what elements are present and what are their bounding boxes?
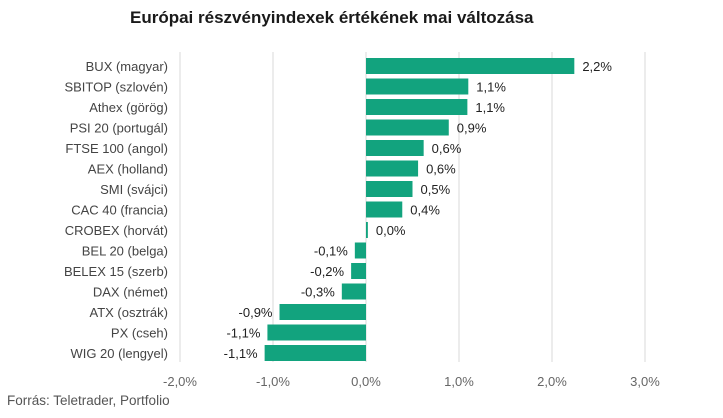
bar — [366, 99, 468, 115]
bar — [267, 324, 366, 341]
x-tick-label: -1,0% — [256, 374, 290, 389]
category-label: CAC 40 (francia) — [71, 203, 168, 218]
category-label: SMI (svájci) — [100, 182, 168, 197]
bar — [366, 140, 424, 156]
value-label: -1,1% — [226, 326, 260, 341]
x-tick-label: -2,0% — [163, 374, 197, 389]
category-label: BELEX 15 (szerb) — [64, 264, 168, 279]
value-label: -0,2% — [310, 264, 344, 279]
value-label: 0,9% — [457, 121, 487, 136]
category-label: DAX (német) — [93, 285, 168, 300]
bar — [279, 304, 366, 320]
bar — [366, 201, 403, 218]
category-label: SBITOP (szlovén) — [64, 80, 168, 95]
bar — [366, 119, 449, 136]
value-label: -0,3% — [301, 285, 335, 300]
value-label: 0,5% — [421, 182, 451, 197]
value-label: 0,6% — [426, 162, 456, 177]
bar — [366, 78, 469, 95]
chart-title: Európai részvényindexek értékének mai vá… — [130, 8, 534, 27]
value-label: 1,1% — [475, 100, 505, 115]
x-tick-label: 3,0% — [630, 374, 660, 389]
bar — [354, 242, 366, 259]
bar — [351, 263, 366, 279]
value-label: -1,1% — [224, 346, 258, 361]
source-note: Forrás: Teletrader, Portfolio — [7, 393, 170, 408]
value-label: 1,1% — [476, 80, 506, 95]
category-label: CROBEX (horvát) — [65, 223, 168, 238]
bars — [264, 58, 575, 361]
category-label: BEL 20 (belga) — [82, 244, 168, 259]
category-label: PX (cseh) — [111, 326, 168, 341]
bar — [366, 181, 413, 197]
bar — [366, 222, 368, 238]
category-label: WIG 20 (lengyel) — [70, 346, 168, 361]
value-label: -0,1% — [314, 244, 348, 259]
category-label: FTSE 100 (angol) — [65, 141, 168, 156]
x-tick-label: 2,0% — [537, 374, 567, 389]
value-label: 2,2% — [582, 59, 612, 74]
value-label: 0,6% — [432, 141, 462, 156]
value-label: -0,9% — [239, 305, 273, 320]
labels: -2,0% -1,0% 0,0% 1,0% 2,0% 3,0% BUX (magyar) 2,… — [64, 59, 660, 389]
value-label: 0,0% — [376, 223, 406, 238]
value-label: 0,4% — [410, 203, 440, 218]
bar — [366, 160, 419, 177]
category-label: PSI 20 (portugál) — [70, 121, 168, 136]
x-tick-label: 0,0% — [351, 374, 381, 389]
bar — [341, 283, 366, 300]
bar — [366, 58, 575, 74]
category-label: ATX (osztrák) — [90, 305, 169, 320]
bar — [264, 345, 366, 361]
category-label: Athex (görög) — [89, 100, 168, 115]
category-label: BUX (magyar) — [86, 59, 168, 74]
category-label: AEX (holland) — [88, 162, 168, 177]
x-tick-label: 1,0% — [444, 374, 474, 389]
